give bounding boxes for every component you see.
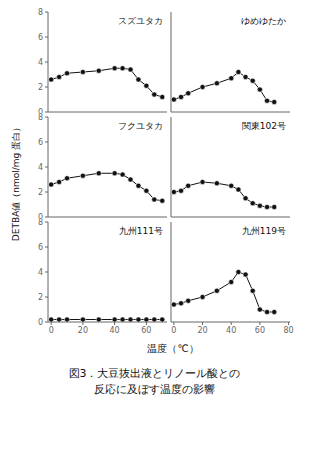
svg-text:4: 4 [38,268,43,277]
svg-text:8: 8 [38,8,43,17]
html-text:ゆめゆたか: ゆめゆたか [241,16,286,26]
html-text:DETBA値（nmol/mg 蛋白）: DETBA値（nmol/mg 蛋白） [10,122,21,242]
svg-text:0: 0 [38,318,43,327]
svg-text:2: 2 [38,83,43,92]
svg-text:60: 60 [255,326,265,335]
svg-text:0: 0 [49,326,54,335]
html-text:九州119号: 九州119号 [241,226,286,236]
html-text:温度（℃）: 温度（℃） [147,343,199,354]
svg-text:40: 40 [110,326,120,335]
svg-text:8: 8 [38,113,43,122]
html-text:図3．大豆抜出液とリノール酸との: 図3．大豆抜出液とリノール酸との [68,367,241,380]
html-text:スズユタカ: スズユタカ [118,16,163,26]
svg-text:40: 40 [226,326,236,335]
svg-text:2: 2 [38,293,43,302]
svg-text:6: 6 [38,138,43,147]
svg-text:0: 0 [171,326,176,335]
html-text:関東102号: 関東102号 [241,121,286,131]
svg-text:2: 2 [38,188,43,197]
svg-text:6: 6 [38,243,43,252]
svg-text:8: 8 [38,218,43,227]
svg-text:20: 20 [197,326,207,335]
svg-text:20: 20 [78,326,88,335]
svg-text:4: 4 [38,58,43,67]
svg-text:80: 80 [283,326,293,335]
svg-text:4: 4 [38,163,43,172]
svg-text:60: 60 [141,326,151,335]
html-text:フクユタカ: フクユタカ [118,121,163,131]
html-text:反応に及ぼす温度の影響: 反応に及ぼす温度の影響 [94,383,215,396]
svg-text:6: 6 [38,33,43,42]
html-text:九州111号: 九州111号 [118,226,163,236]
